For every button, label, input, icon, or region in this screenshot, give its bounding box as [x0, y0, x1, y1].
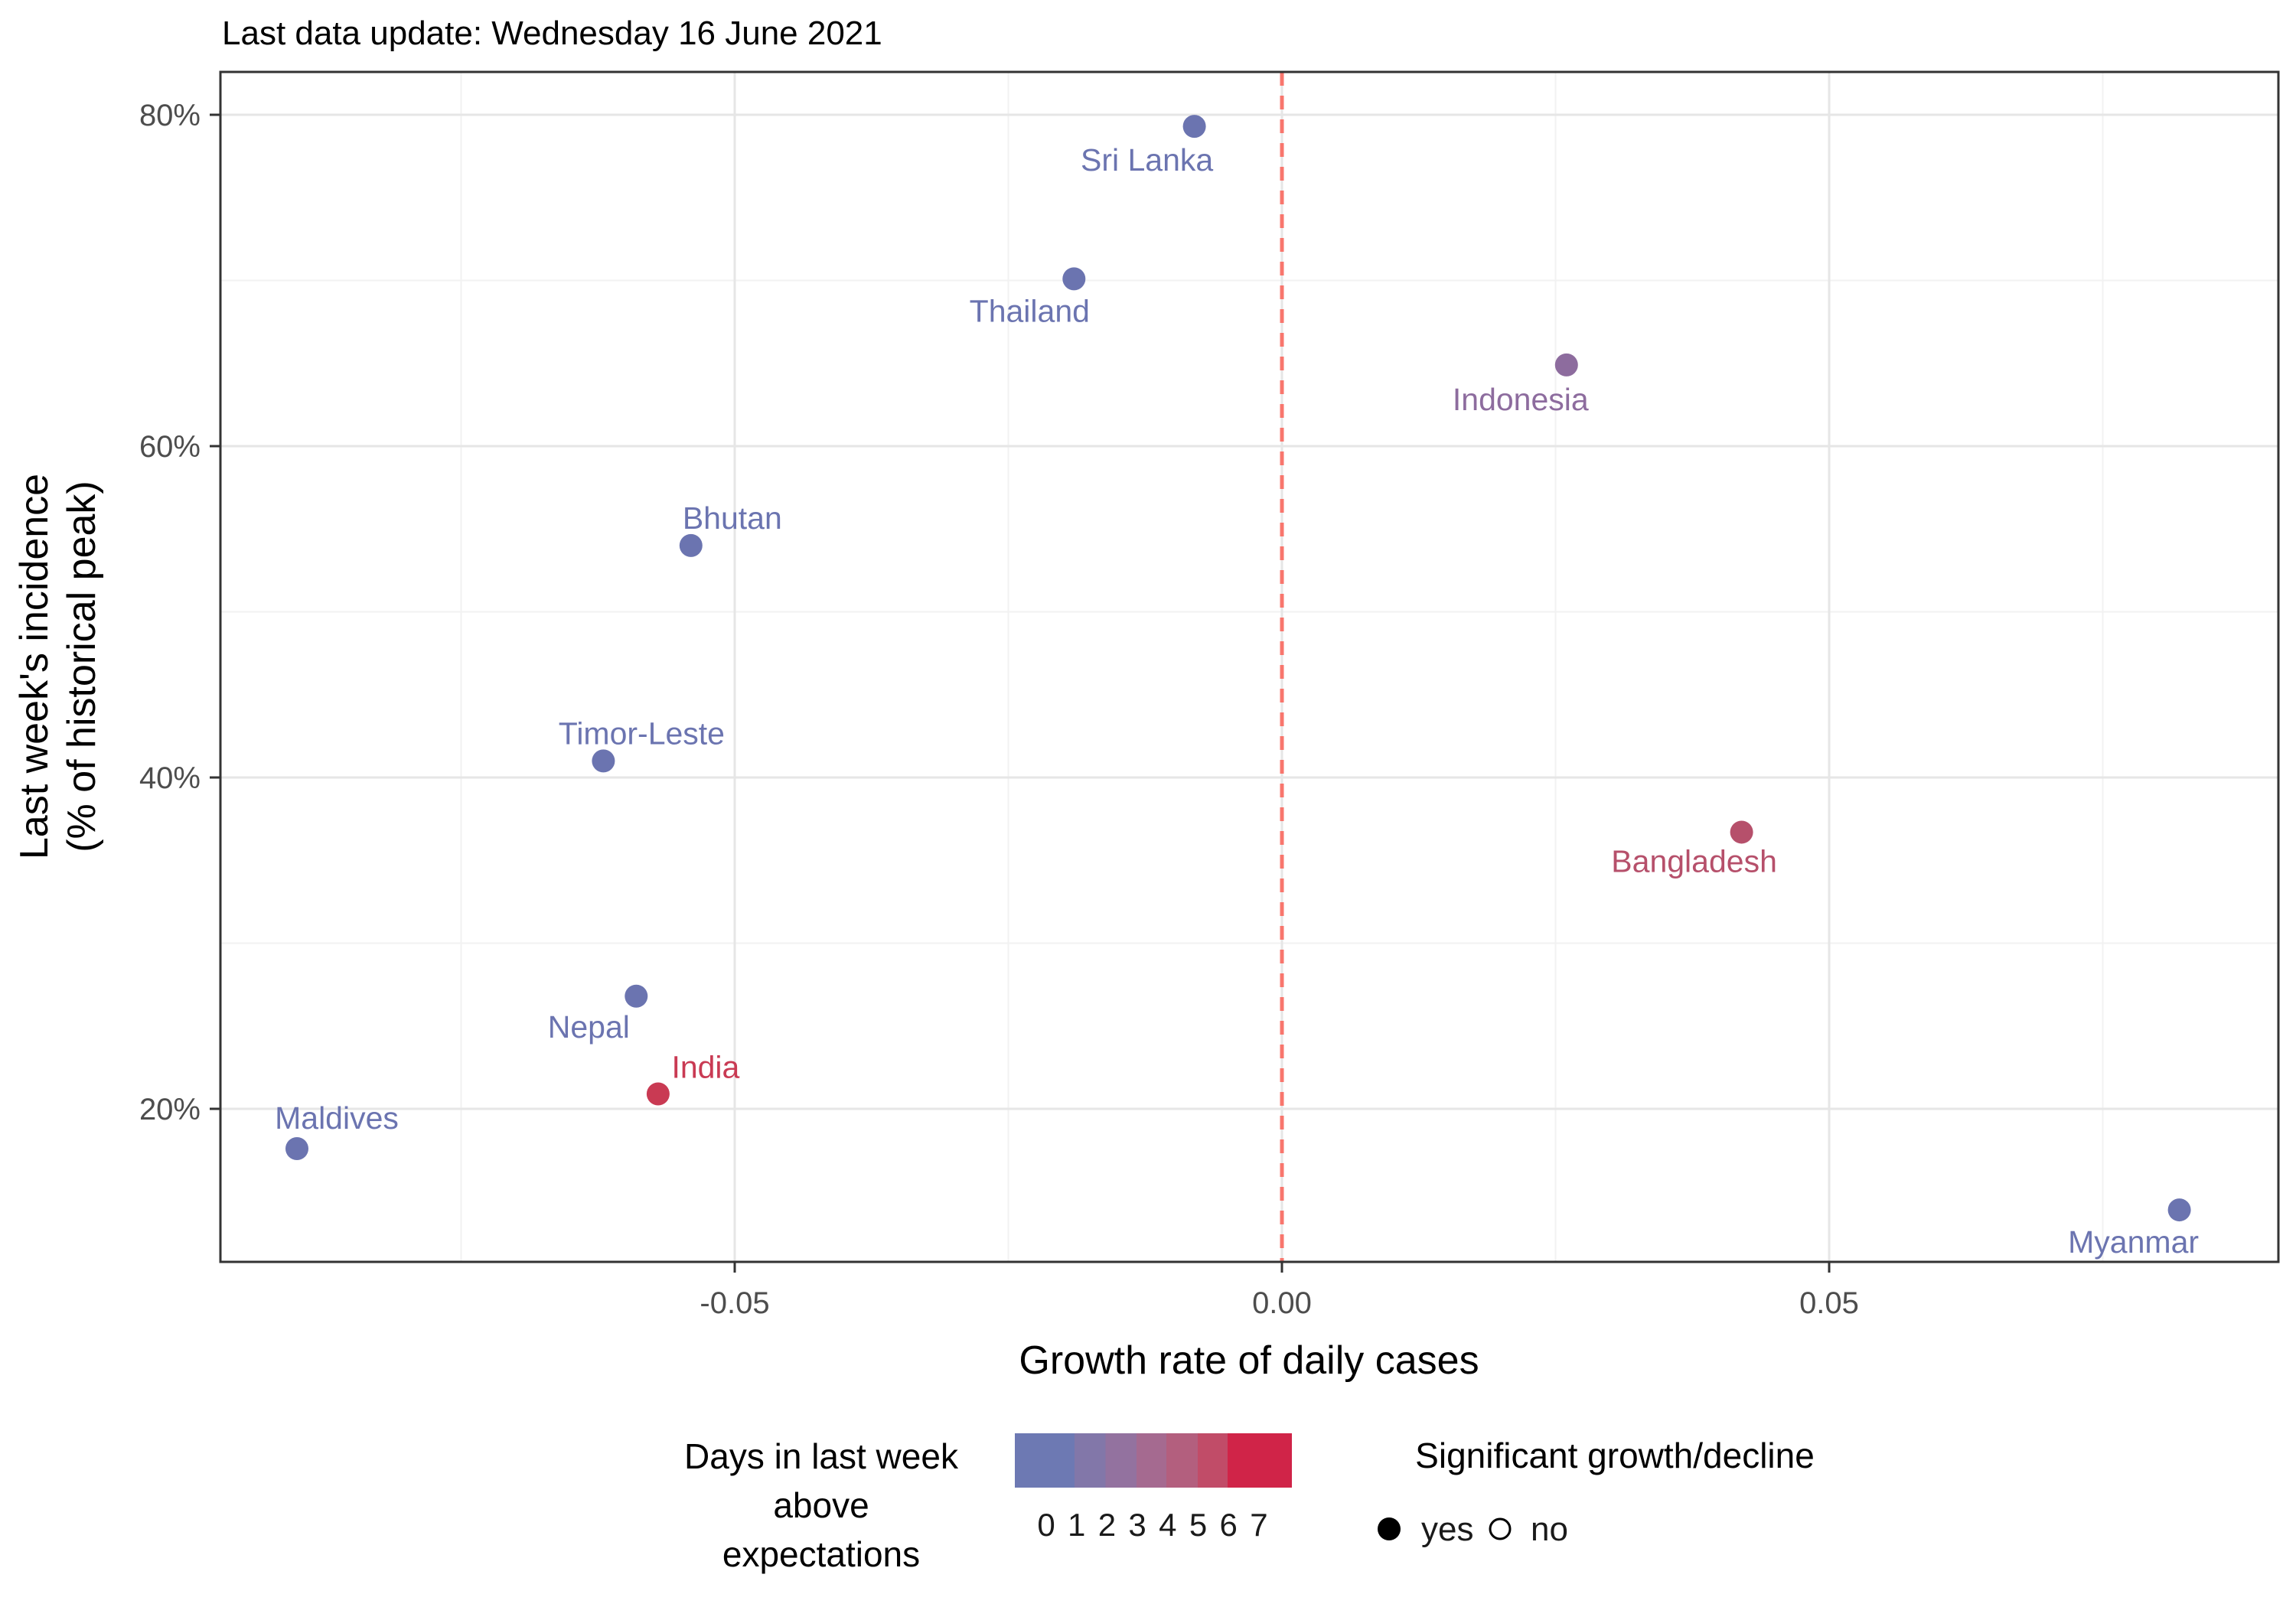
data-point-labels: Sri Lanka Thailand Indonesia Bhutan Timor-Le… [275, 142, 2199, 1260]
significant-no-label: no [1531, 1511, 1568, 1548]
gridlines-minor [220, 72, 2278, 1262]
x-tick-label: -0.05 [700, 1286, 769, 1320]
country-label-sri-lanka: Sri Lanka [1081, 142, 1213, 178]
country-label-indonesia: Indonesia [1453, 382, 1589, 417]
significant-no-icon [1489, 1517, 1512, 1540]
data-point-maldives [285, 1136, 308, 1160]
data-point-sri-lanka [1182, 115, 1206, 139]
y-tick-label: 20% [139, 1093, 201, 1126]
data-point-timor-leste [592, 749, 615, 773]
y-tick-label: 40% [139, 761, 201, 795]
x-axis-title: Growth rate of daily cases [1019, 1338, 1479, 1383]
data-point-nepal [625, 984, 648, 1008]
data-point-thailand [1062, 267, 1086, 291]
country-label-bangladesh: Bangladesh [1611, 843, 1777, 878]
plot-panel [220, 72, 2278, 1262]
legend-significance: Significant growth/decline yes no [1378, 1436, 1815, 1548]
country-label-maldives: Maldives [275, 1100, 399, 1136]
x-tick-label: 0.00 [1252, 1286, 1312, 1320]
data-point-myanmar [2167, 1198, 2191, 1222]
days-tick-label-6: 6 [1220, 1507, 1238, 1543]
y-axis-title-line1: Last week's incidence [12, 474, 57, 859]
significant-yes-icon [1378, 1517, 1401, 1540]
days-tick-label-4: 4 [1159, 1507, 1176, 1543]
y-axis-title-line2: (% of historical peak) [60, 481, 104, 852]
days-tick-label-2: 2 [1098, 1507, 1116, 1543]
country-label-bhutan: Bhutan [683, 500, 782, 536]
country-label-nepal: Nepal [548, 1009, 630, 1045]
data-point-indonesia [1554, 353, 1578, 376]
data-point-bangladesh [1730, 820, 1753, 844]
legend-days-title-line3: expectations [722, 1534, 920, 1574]
days-tick-label-7: 7 [1250, 1507, 1267, 1543]
days-tick-label-1: 1 [1068, 1507, 1085, 1543]
days-tick-label-0: 0 [1037, 1507, 1055, 1543]
country-label-timor-leste: Timor-Leste [559, 715, 725, 751]
panel-border [219, 70, 2280, 1263]
data-point-india [646, 1082, 670, 1106]
days-color-gradient-bar [1015, 1433, 1292, 1488]
days-tick-label-3: 3 [1128, 1507, 1146, 1543]
y-tick-label: 80% [139, 99, 201, 132]
significant-yes-label: yes [1421, 1511, 1473, 1548]
data-points [285, 115, 2191, 1222]
country-label-thailand: Thailand [970, 293, 1090, 328]
figure-title: Last data update: Wednesday 16 June 2021 [222, 15, 882, 52]
country-label-india: India [671, 1050, 739, 1085]
y-tick-label: 60% [139, 430, 201, 464]
x-tick-label: 0.05 [1799, 1286, 1859, 1320]
country-label-myanmar: Myanmar [2068, 1224, 2199, 1260]
legend-days-title-line1: Days in last week [684, 1436, 959, 1476]
data-point-bhutan [679, 533, 703, 557]
legend-significance-title: Significant growth/decline [1415, 1436, 1815, 1475]
axis-ticks: -0.05 0.00 0.05 20% 40% 60% 80% [139, 99, 1859, 1320]
days-tick-label-5: 5 [1189, 1507, 1207, 1543]
legend-days-title-line2: above [773, 1485, 869, 1525]
